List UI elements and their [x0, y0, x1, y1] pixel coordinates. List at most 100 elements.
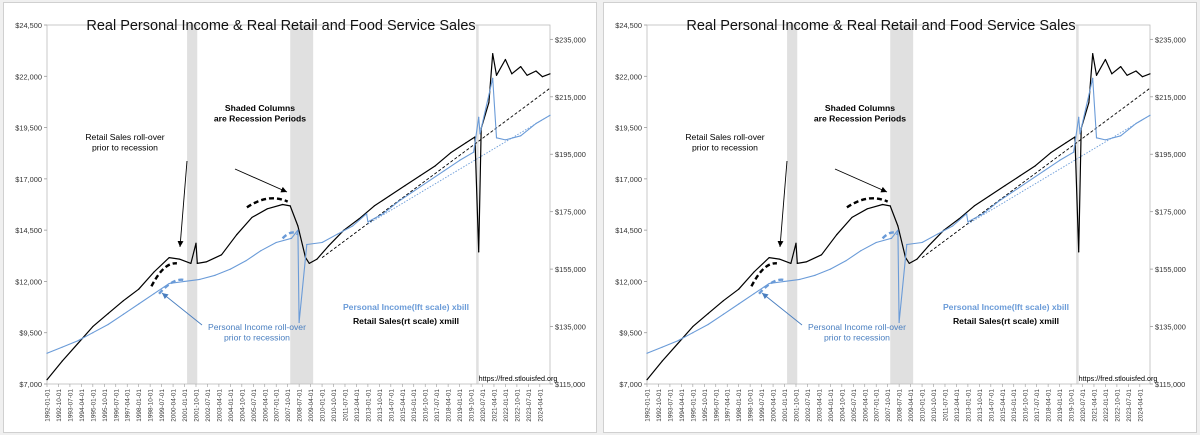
chart-annotation: https://fred.stlouisfed.org	[1079, 374, 1158, 383]
left-tick-label: $7,000	[19, 380, 42, 389]
data-point	[373, 205, 375, 207]
x-tick-label: 2015-04-01	[400, 389, 407, 422]
chart-annotation: Personal Income roll-over prior to recess…	[208, 322, 306, 342]
x-tick-label: 2009-04-01	[908, 389, 915, 422]
data-point	[183, 280, 186, 283]
data-point	[927, 245, 930, 247]
data-point	[308, 262, 310, 264]
annotation-line: prior to recession	[224, 332, 290, 342]
recession-band	[187, 25, 198, 384]
x-tick-label: 2022-10-01	[1114, 389, 1121, 422]
data-point	[805, 261, 807, 263]
data-point	[428, 180, 430, 182]
data-point	[646, 352, 648, 354]
data-point	[897, 225, 899, 227]
left-tick-label: $9,500	[619, 329, 642, 338]
data-point	[492, 77, 494, 79]
data-point	[778, 258, 781, 260]
data-point	[474, 136, 476, 138]
data-point	[661, 346, 663, 348]
data-point	[646, 379, 648, 381]
data-point	[1074, 136, 1076, 138]
data-point	[820, 254, 823, 256]
data-point	[382, 213, 384, 215]
data-point	[1078, 116, 1080, 118]
x-tick-label: 1992-01-01	[45, 389, 52, 422]
data-point	[1104, 58, 1107, 61]
x-tick-label: 1994-04-01	[79, 389, 86, 422]
chart-panel-right: $7,000 $9,500 $12,000 $14,500 $17,000 $19,500…	[603, 2, 1197, 433]
chart-annotation: Personal Income(lft scale) xbill	[343, 302, 469, 312]
x-tick-label: 2010-10-01	[931, 389, 938, 422]
rollover-highlight-arc	[150, 262, 178, 287]
data-point	[251, 216, 253, 219]
data-point	[107, 323, 109, 326]
data-point	[1028, 180, 1030, 182]
data-point	[676, 340, 679, 342]
data-point	[153, 293, 155, 295]
data-point	[526, 74, 528, 76]
annotation-line: are Recession Periods	[214, 113, 306, 123]
data-point	[851, 216, 853, 219]
left-tick-label: $17,000	[615, 175, 642, 184]
data-point	[520, 66, 522, 68]
x-tick-label: 2003-04-01	[816, 389, 823, 422]
right-tick-label: $135,000	[555, 323, 586, 332]
x-tick-label: 2008-07-01	[897, 389, 904, 422]
x-tick-label: 2021-04-01	[1091, 389, 1098, 422]
data-point	[190, 262, 192, 264]
chart-annotation: Retail Sales roll-over prior to recession	[685, 132, 764, 152]
data-point	[46, 352, 48, 354]
right-tick-label: $235,000	[555, 35, 586, 44]
data-point	[153, 271, 155, 273]
data-point	[327, 245, 330, 247]
x-tick-label: 1992-10-01	[56, 389, 63, 422]
recession-band	[787, 25, 798, 384]
data-point	[1095, 74, 1098, 76]
x-tick-label: 2020-07-01	[480, 389, 487, 422]
data-point	[1065, 142, 1067, 144]
x-tick-label: 2018-04-01	[1046, 389, 1053, 422]
annotation-line: Personal Income roll-over	[208, 322, 306, 332]
data-point	[434, 165, 436, 167]
left-tick-label: $7,000	[619, 380, 642, 389]
data-point	[122, 313, 125, 315]
x-tick-label: 2002-07-01	[805, 389, 812, 422]
data-point	[472, 151, 475, 153]
left-tick-label: $9,500	[19, 329, 42, 338]
data-point	[1135, 70, 1137, 72]
x-tick-label: 2009-04-01	[308, 389, 315, 422]
right-tick-label: $115,000	[1155, 380, 1185, 389]
annotation-pointer	[234, 168, 288, 193]
data-point	[92, 325, 94, 328]
data-point	[397, 200, 400, 203]
x-tick-label: 2019-01-01	[1057, 389, 1064, 422]
annotation-line: prior to recession	[692, 142, 758, 152]
data-point	[897, 229, 899, 231]
data-point	[1135, 122, 1137, 125]
personal-income-line	[46, 77, 551, 354]
x-tick-label: 2000-04-01	[171, 389, 178, 422]
data-point	[458, 159, 461, 161]
chart-annotation: Personal Income(lft scale) xbill	[943, 302, 1069, 312]
data-point	[535, 70, 537, 72]
x-tick-label: 1997-04-01	[725, 389, 732, 422]
annotation-line: Personal Income(lft scale) xbill	[943, 302, 1069, 312]
x-tick-label: 1995-01-01	[690, 389, 697, 422]
data-point	[205, 261, 207, 263]
x-tick-label: 2007-10-01	[285, 389, 292, 422]
data-point	[898, 321, 900, 324]
data-point	[290, 237, 293, 239]
x-tick-label: 2011-07-01	[942, 389, 949, 422]
right-tick-label: $115,000	[555, 380, 585, 389]
data-point	[814, 274, 816, 276]
data-point	[973, 205, 975, 207]
x-tick-label: 2012-04-01	[354, 389, 361, 422]
x-tick-label: 2006-04-01	[862, 389, 869, 422]
x-tick-label: 1997-04-01	[125, 389, 132, 422]
recession-band	[290, 25, 314, 384]
x-tick-label: 2013-10-01	[977, 389, 984, 422]
annotation-line: Retail Sales(rt scale) xmill	[353, 316, 459, 326]
chart-annotation: Personal Income roll-over prior to recess…	[808, 322, 906, 342]
annotation-line: prior to recession	[824, 332, 890, 342]
